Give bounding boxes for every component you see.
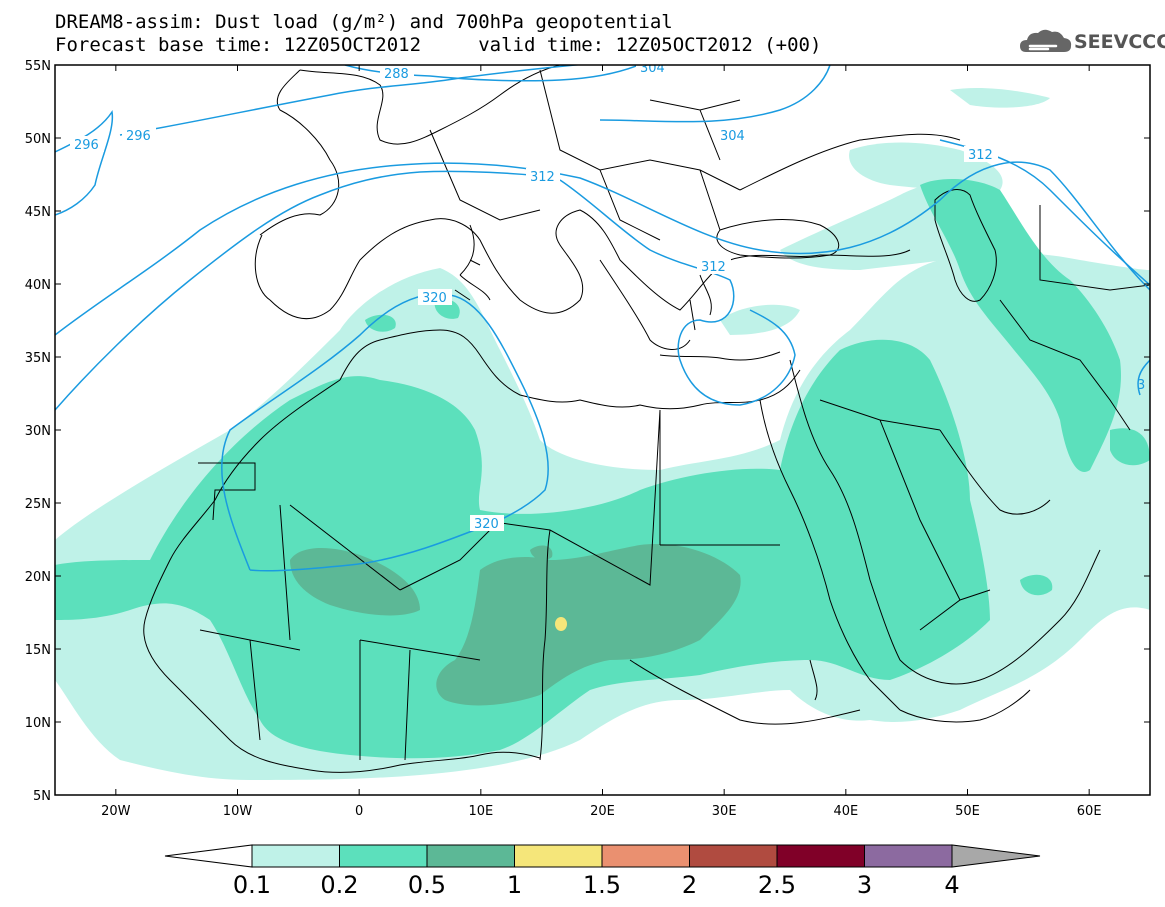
colorbar-label: 1 xyxy=(507,871,522,899)
lat-label: 40N xyxy=(25,278,51,293)
forecast-time-line: Forecast base time: 12Z05OCT2012 valid t… xyxy=(55,34,822,56)
map-title: DREAM8-assim: Dust load (g/m²) and 700hP… xyxy=(55,11,673,33)
lat-label: 45N xyxy=(25,205,51,220)
colorbar-label: 2 xyxy=(682,871,697,899)
colorbar-label: 4 xyxy=(944,871,959,899)
latitude-axis: 55N 50N 45N 40N 35N 30N 25N 20N 15N 10N 5N xyxy=(25,59,1150,804)
lat-label: 5N xyxy=(33,789,51,804)
contour-label: 312 xyxy=(530,170,555,185)
cloud-icon xyxy=(1020,29,1072,52)
lat-label: 25N xyxy=(25,497,51,512)
logo-text: SEEVCCC xyxy=(1074,31,1165,53)
lat-label: 30N xyxy=(25,424,51,439)
lon-label: 60E xyxy=(1077,804,1102,819)
contour-label: 296 xyxy=(126,129,151,144)
contour-label: 304 xyxy=(720,129,745,144)
contour-label: 3 xyxy=(1137,378,1145,393)
contour-label: 288 xyxy=(384,67,409,82)
seevccc-logo: SEEVCCC xyxy=(1018,26,1165,58)
colorbar-box xyxy=(689,844,778,868)
lat-label: 20N xyxy=(25,570,51,585)
lon-label: 30E xyxy=(712,804,737,819)
geopotential-contours xyxy=(55,65,1150,572)
contour-label: 320 xyxy=(474,517,499,532)
dust-layer-0.2 xyxy=(55,178,1150,759)
dust-layer-0.5 xyxy=(290,544,741,706)
lat-label: 15N xyxy=(25,643,51,658)
colorbar-low-arrow xyxy=(164,844,253,868)
lon-label: 10W xyxy=(223,804,253,819)
lon-label: 0 xyxy=(355,804,363,819)
colorbar-high-arrow xyxy=(951,844,1041,868)
contour-label: 304 xyxy=(640,61,665,76)
colorbar-box xyxy=(514,844,603,868)
colorbar-label: 1.5 xyxy=(583,871,621,899)
dust-layer-1 xyxy=(555,617,567,631)
lat-label: 10N xyxy=(25,716,51,731)
contour-label: 296 xyxy=(74,138,99,153)
contour-label: 312 xyxy=(968,148,993,163)
colorbar-box xyxy=(251,844,340,868)
colorbar-label: 0.1 xyxy=(233,871,271,899)
colorbar-box xyxy=(601,844,690,868)
colorbar-label: 2.5 xyxy=(758,871,796,899)
lon-label: 40E xyxy=(833,804,858,819)
colorbar-box xyxy=(864,844,953,868)
lon-label: 10E xyxy=(468,804,493,819)
longitude-axis: 20W 10W 0 10E 20E 30E 40E 50E 60E xyxy=(101,65,1102,819)
colorbar-box xyxy=(776,844,865,868)
contour-label: 320 xyxy=(422,291,447,306)
lat-label: 55N xyxy=(25,59,51,74)
colorbar-label: 0.2 xyxy=(320,871,358,899)
colorbar-label: 0.5 xyxy=(408,871,446,899)
colorbar-box xyxy=(426,844,515,868)
country-borders xyxy=(143,65,1150,773)
lat-label: 50N xyxy=(25,132,51,147)
colorbar-box xyxy=(339,844,428,868)
lon-label: 50E xyxy=(955,804,980,819)
lon-label: 20W xyxy=(101,804,131,819)
contour-labels: 288 296 296 304 312 312 312 320 320 304 … xyxy=(70,61,1145,532)
lon-label: 20E xyxy=(590,804,615,819)
colorbar-label: 3 xyxy=(857,871,872,899)
lat-label: 35N xyxy=(25,351,51,366)
contour-label: 312 xyxy=(701,260,726,275)
